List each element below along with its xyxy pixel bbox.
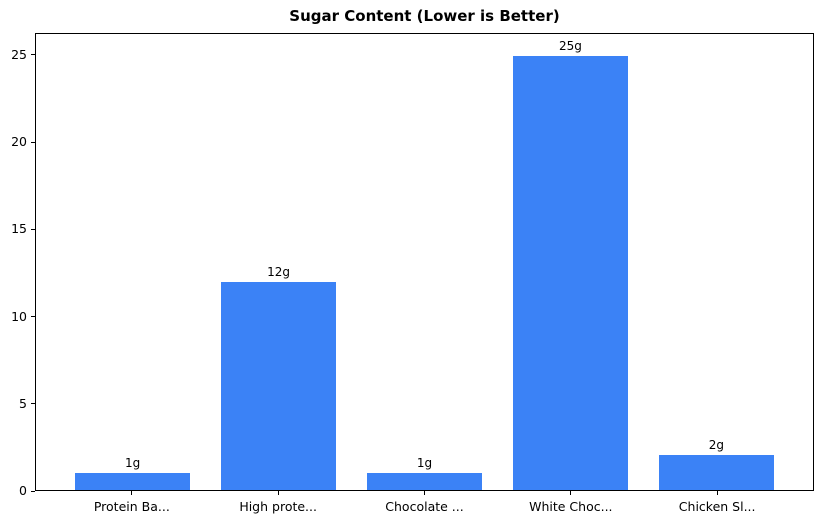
x-tick-label: Chocolate ... <box>385 499 464 514</box>
y-tick-mark <box>31 316 35 318</box>
bar-value-label: 1g <box>124 455 141 470</box>
x-tick-mark <box>131 491 133 495</box>
x-tick-mark <box>424 491 425 495</box>
y-tick-mark <box>31 403 35 405</box>
bar-value-label: 25g <box>559 38 582 53</box>
y-tick-label: 15 <box>11 221 27 237</box>
bar-value-label: 1g <box>416 455 433 470</box>
y-tick-mark <box>31 54 35 56</box>
x-tick-label: High prote... <box>239 499 317 514</box>
y-tick-label: 10 <box>11 308 27 324</box>
bar <box>75 472 190 490</box>
y-tick-mark <box>31 228 35 230</box>
y-tick-label: 5 <box>19 395 27 411</box>
x-tick-mark <box>716 491 718 495</box>
bar <box>221 281 336 490</box>
bar-value-label: 2g <box>708 438 725 453</box>
y-tick-mark <box>31 490 35 492</box>
y-tick-label: 20 <box>11 134 27 150</box>
x-tick-label: Chicken Sl... <box>678 499 756 514</box>
y-tick-label: 0 <box>19 483 27 498</box>
y-tick-mark <box>31 141 35 143</box>
y-tick-label: 25 <box>11 46 27 62</box>
x-tick-mark <box>277 491 279 495</box>
x-tick-label: Protein Ba... <box>93 499 170 514</box>
bar-value-label: 12g <box>267 264 290 279</box>
chart-title: Sugar Content (Lower is Better) <box>289 7 560 25</box>
bar <box>513 55 628 490</box>
x-tick-label: White Choc... <box>529 499 613 514</box>
bar <box>659 455 774 490</box>
x-tick-mark <box>570 491 572 495</box>
plot-area: 1g 12g 1g 25g 2g <box>35 33 814 491</box>
bar <box>367 472 482 490</box>
